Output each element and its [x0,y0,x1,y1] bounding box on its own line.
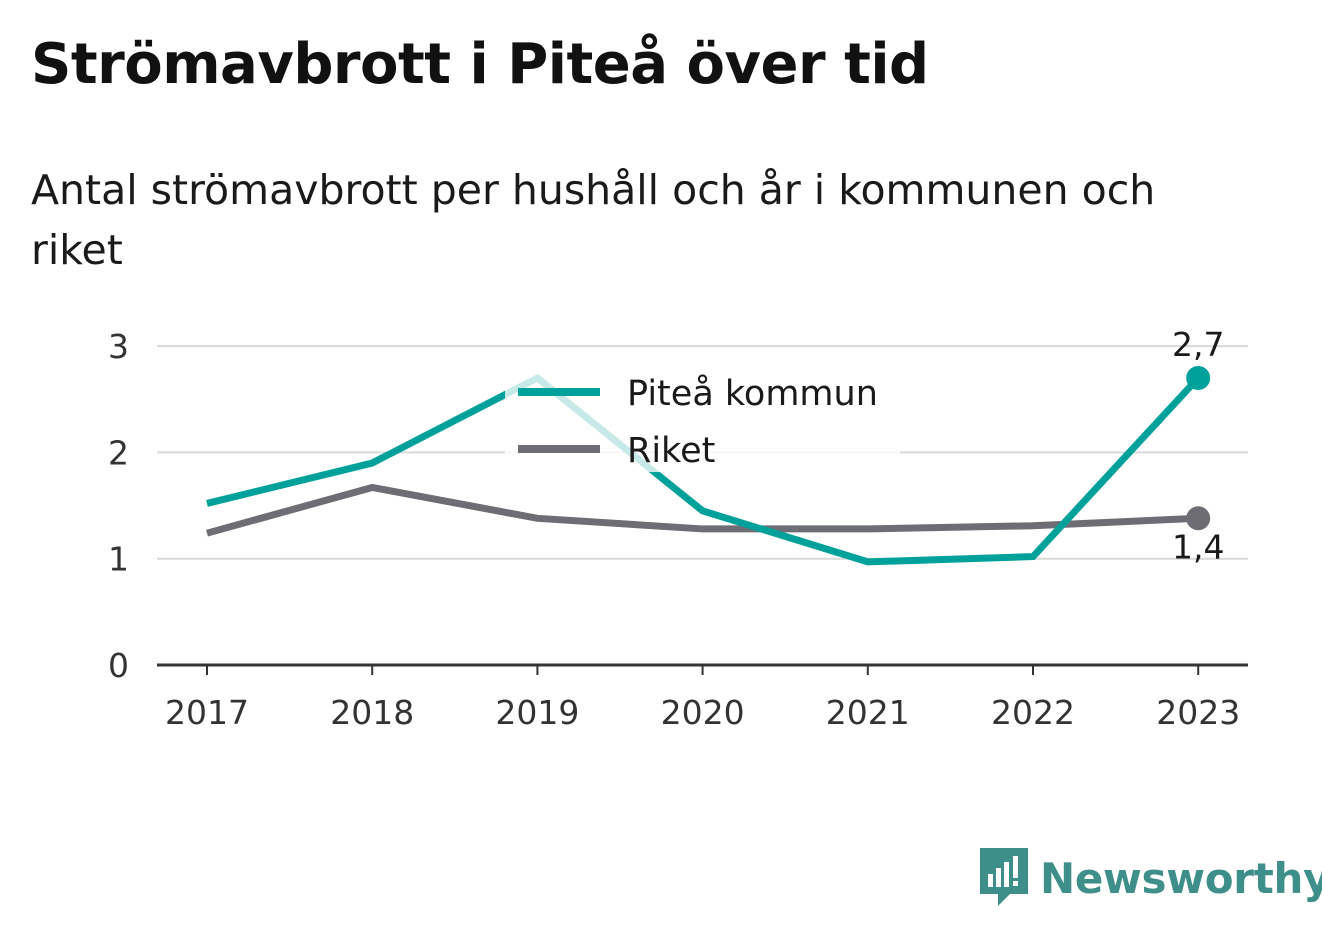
legend: Piteå kommun Riket [505,364,900,472]
brand-name: Newsworthy [1040,853,1322,903]
legend-backdrop [505,364,900,472]
endpoint-marker-pitea [1186,365,1211,390]
x-axis: 2017 2018 2019 2020 2021 2022 2023 [157,663,1248,732]
endpoint-marker-riket [1186,506,1211,531]
legend-label-pitea: Piteå kommun [627,373,878,414]
y-tick-label: 2 [108,433,129,472]
series-line-pitea [206,373,1201,566]
x-tick-label: 2021 [826,693,910,732]
series-lines [206,373,1201,566]
series-endpoints: 2,7 1,4 [1172,325,1224,566]
x-tick-label: 2020 [661,693,745,732]
y-tick-label: 0 [108,646,129,685]
x-tick-label: 2018 [330,693,414,732]
x-tick-label: 2023 [1156,693,1240,732]
legend-label-riket: Riket [627,431,715,471]
x-tick-label: 2022 [991,693,1075,732]
x-tick-label: 2017 [165,693,249,732]
y-axis-ticks: 0 1 2 3 [108,327,129,685]
newsworthy-logo-icon [980,848,1028,906]
x-tick-label: 2019 [495,693,579,732]
series-line-riket [206,483,1199,537]
brand-logo: Newsworthy [980,848,1322,908]
y-tick-label: 1 [108,540,129,579]
y-tick-label: 3 [108,327,129,366]
data-label-riket: 1,4 [1172,527,1224,566]
chart-title: Strömavbrott i Piteå över tid [31,32,929,97]
data-label-pitea: 2,7 [1172,325,1224,364]
chart-subtitle: Antal strömavbrott per hushåll och år i … [31,166,1156,274]
